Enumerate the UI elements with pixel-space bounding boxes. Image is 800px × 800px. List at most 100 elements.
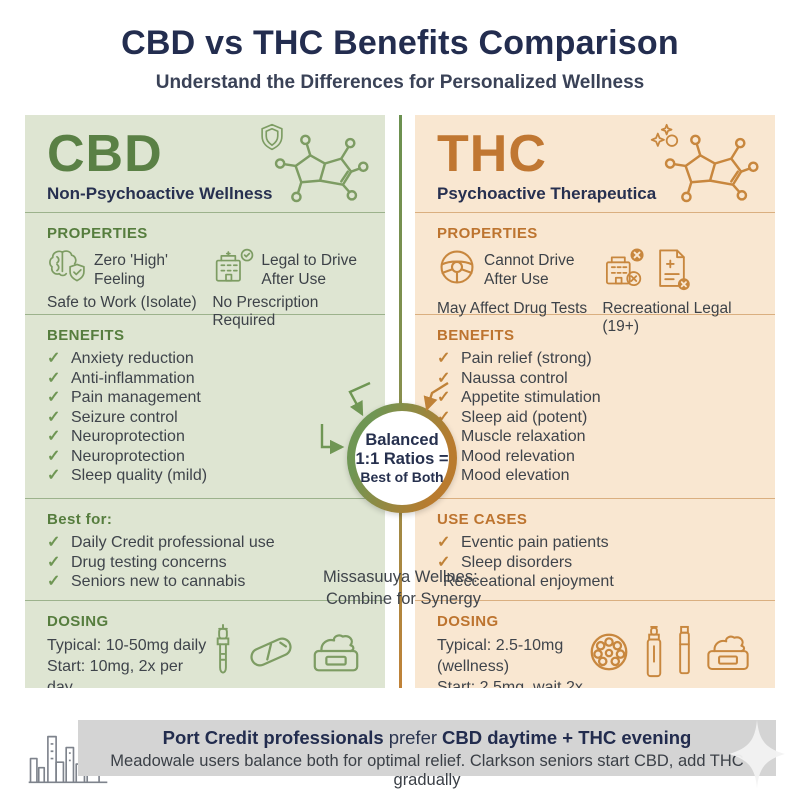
sparkle-icon (729, 720, 785, 788)
thc-molecule-icon (650, 123, 761, 209)
cbd-dosing-heading: DOSING (47, 613, 109, 630)
thc-property-note: May Affect Drug Tests (437, 300, 588, 317)
dropper-bottle-icon (646, 625, 662, 677)
thc-properties-heading: PROPERTIES (437, 225, 538, 242)
benefit-item: ✓ Pain relief (strong) (437, 350, 592, 367)
check-icon: ✓ (47, 573, 61, 590)
molecule-icon (664, 134, 759, 203)
footer-detail: Meadowale users balance both for optimal… (110, 752, 744, 789)
badge-line2: 1:1 Ratios = (355, 449, 449, 468)
usecase-item: ✓ Eventic pain patients (437, 534, 609, 551)
benefit-item: Mood elevation (437, 466, 755, 486)
check-icon: ✓ (47, 467, 61, 484)
check-icon: ✓ (47, 428, 61, 445)
synergy-note-line1: Missasuuya Wellnes: (323, 568, 478, 586)
balanced-ratio-badge: Balanced 1:1 Ratios = Best of Both (347, 403, 457, 513)
cream-jar-icon (707, 635, 749, 670)
footer-banner: Port Credit professionals prefer CBD day… (78, 720, 776, 789)
vape-pen-icon (679, 625, 690, 674)
cbd-dosing-section: DOSING Typical: 10-50mg daily Start: 10m… (25, 600, 385, 688)
brain-check-icon (47, 247, 87, 290)
thc-usecases-heading: USE CASES (437, 511, 528, 528)
check-icon: ✓ (47, 553, 61, 571)
flow-arrows (320, 381, 449, 455)
cbd-arrow-icon (320, 424, 345, 455)
benefit-item: ✓ Naussa control (437, 369, 568, 387)
cbd-properties-section: PROPERTIES Zero 'High' Feeling (25, 212, 385, 329)
benefit-item: ✓ Appetite stimulation (437, 389, 601, 406)
bestfor-item: ✓ Seniors new to cannabis (47, 573, 246, 590)
cbd-dosing-icons (213, 607, 365, 688)
cbd-molecule-icon (261, 123, 371, 209)
cbd-property-feature: Zero 'High' Feeling (47, 247, 212, 290)
check-icon: ✓ (437, 389, 451, 406)
capsule-icon (250, 637, 292, 666)
benefit-item: ✓ Anxiety reduction (47, 350, 194, 367)
benefit-item: ✓ Neuroprotection (47, 428, 185, 445)
bestfor-item: ✓ Drug testing concerns (47, 553, 227, 571)
badge-line1: Balanced (365, 430, 439, 449)
document-x-icon (653, 247, 691, 296)
steering-wheel-icon (437, 247, 477, 292)
benefit-item: ✓ Seizure control (47, 408, 178, 426)
thc-name: THC (437, 125, 547, 183)
benefit-item: Muscle relaxation (437, 427, 755, 447)
benefit-item: ✓ Anti-inflammation (47, 369, 195, 387)
cbd-panel-header: CBD Non-Psychoactive Wellness (25, 115, 385, 212)
usecase-item: Recceational enjoyment (419, 572, 755, 592)
thc-arrow-icon (423, 381, 449, 412)
cbd-tagline: Non-Psychoactive Wellness (47, 184, 273, 203)
thc-dosing-typical: Typical: 2.5-10mg (wellness) (437, 637, 564, 675)
cbd-property-feature-label: Zero 'High' Feeling (94, 252, 168, 288)
thc-dosing-start: Start: 2.5mg, wait 2x hours (437, 679, 583, 688)
check-icon: ✓ (437, 350, 451, 367)
thc-property-icons (602, 247, 755, 296)
usecase-item: ✓ Sleep disorders (437, 553, 573, 571)
cbd-name: CBD (47, 125, 163, 183)
center-divider-line (399, 115, 402, 688)
cbd-bestfor-section: Best for: ✓ Daily Credit professional use… (25, 498, 385, 600)
cbd-benefits-section: BENEFITS ✓ Anxiety reduction ✓ Anti-inflam… (25, 314, 385, 498)
thc-property-note: Recreational Legal (19+) (602, 300, 732, 335)
cbd-property-feature-label: Legal to Drive After Use (261, 252, 357, 288)
cbd-bestfor-heading: Best for: (47, 511, 113, 528)
cbd-dosing-typical: Typical: 10-50mg daily (47, 637, 207, 654)
cbd-panel: CBD Non-Psychoactive Wellness (25, 115, 385, 688)
check-icon: ✓ (437, 553, 451, 571)
check-icon: ✓ (47, 408, 61, 426)
footer-headline-mid: prefer (388, 727, 438, 748)
benefit-item: Mood relevation (437, 447, 755, 467)
thc-panel: THC Psychoactive Therapeutica (415, 115, 775, 688)
check-icon: ✓ (47, 369, 61, 387)
footer-headline-bold1: Port Credit professionals (162, 727, 384, 748)
thc-dosing-icons (586, 607, 755, 688)
header: CBD vs THC Benefits Comparison Understan… (0, 24, 800, 94)
thc-property-feature-label: Cannot Drive After Use (484, 252, 575, 288)
thc-properties-section: PROPERTIES Cannot Drive After Use (415, 212, 775, 335)
badge-line3: Best of Both (360, 468, 444, 485)
synergy-note-line2: Combine for Synergy (326, 590, 481, 608)
cbd-dosing-start: Start: 10mg, 2x per day (47, 658, 184, 688)
cbd-arrow-icon (348, 381, 371, 417)
check-icon: ✓ (47, 447, 61, 465)
thc-panel-header: THC Psychoactive Therapeutica (415, 115, 775, 212)
thc-dosing-section: DOSING Typical: 2.5-10mg (wellness) Star… (415, 600, 775, 688)
benefit-item: ✓ Sleep aid (potent) (437, 408, 588, 426)
cbd-properties-heading: PROPERTIES (47, 225, 148, 242)
check-icon: ✓ (437, 534, 451, 551)
sparkles-icon (650, 123, 679, 147)
check-icon: ✓ (47, 389, 61, 406)
thc-benefits-section: BENEFITS ✓ Pain relief (strong) ✓ Naussa c… (415, 314, 775, 498)
check-icon: ✓ (47, 350, 61, 367)
synergy-note: Missasuuya Wellnes: Combine for Synergy (323, 566, 553, 610)
check-icon: ✓ (47, 534, 61, 551)
bestfor-item: ✓ Daily Credit professional use (47, 534, 275, 551)
shield-icon (261, 123, 283, 151)
thc-usecases-section: USE CASES ✓ Eventic pain patients ✓ Sleep … (415, 498, 775, 600)
benefit-item: ✓ Sleep quality (mild) (47, 467, 208, 484)
cream-jar-icon (313, 633, 359, 671)
gummy-wheel-icon (590, 633, 628, 670)
building-x-icon (602, 247, 646, 294)
thc-tagline: Psychoactive Therapeutica (437, 184, 657, 203)
